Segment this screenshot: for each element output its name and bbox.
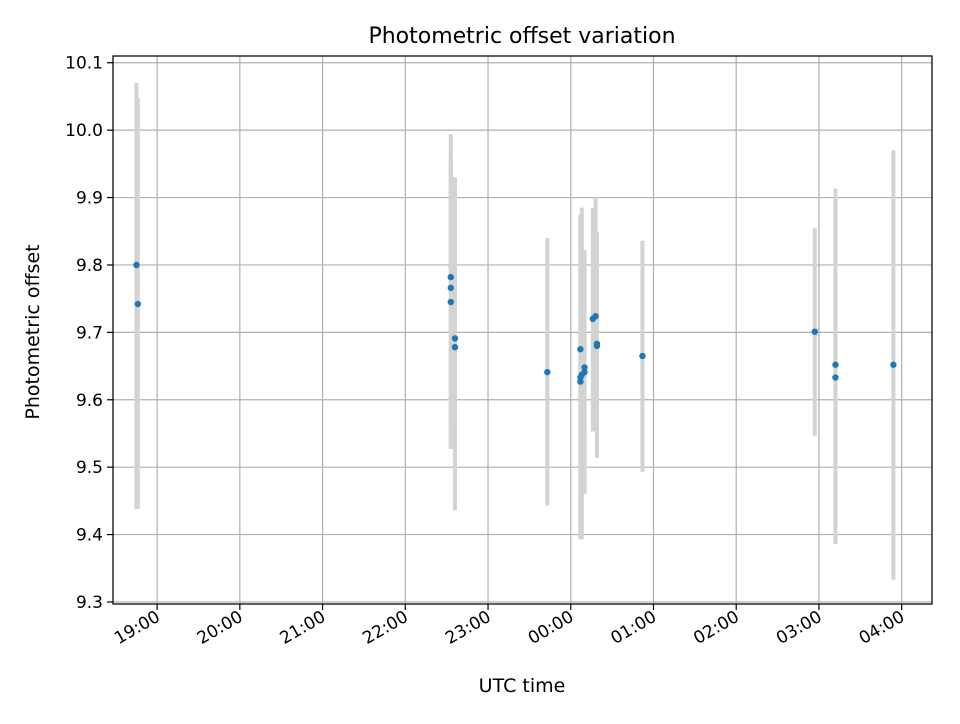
- data-point: [447, 273, 455, 281]
- y-tick-label: 9.3: [76, 593, 103, 613]
- grid: [113, 56, 932, 604]
- data-point: [592, 312, 599, 320]
- data-point: [447, 284, 455, 292]
- data-points: [133, 261, 897, 385]
- data-point: [593, 340, 601, 348]
- data-point: [577, 346, 584, 353]
- data-point: [890, 361, 897, 368]
- y-tick-label: 9.6: [76, 391, 103, 411]
- data-point: [134, 300, 142, 308]
- plot-frame: [112, 55, 933, 605]
- data-point: [577, 378, 584, 385]
- data-point: [832, 374, 839, 381]
- y-tick-label: 9.4: [76, 526, 103, 546]
- y-tick-label: 9.5: [76, 458, 103, 478]
- data-point: [133, 261, 140, 269]
- data-point: [639, 352, 646, 360]
- data-point: [451, 335, 459, 342]
- data-point: [451, 343, 459, 351]
- y-tick-label: 9.7: [76, 323, 103, 343]
- data-point: [811, 328, 819, 335]
- y-axis-label: Photometric offset: [22, 244, 44, 419]
- y-tick-label: 10.1: [65, 54, 103, 74]
- data-point: [832, 361, 839, 368]
- data-point: [447, 298, 455, 306]
- data-point: [581, 364, 588, 371]
- y-tick-label: 9.9: [76, 189, 103, 209]
- data-point: [544, 368, 551, 376]
- y-tick-label: 10.0: [65, 121, 103, 141]
- x-axis-label: UTC time: [479, 675, 566, 697]
- y-tick-label: 9.8: [76, 256, 103, 276]
- chart-title: Photometric offset variation: [368, 24, 675, 49]
- data-point: [581, 368, 588, 376]
